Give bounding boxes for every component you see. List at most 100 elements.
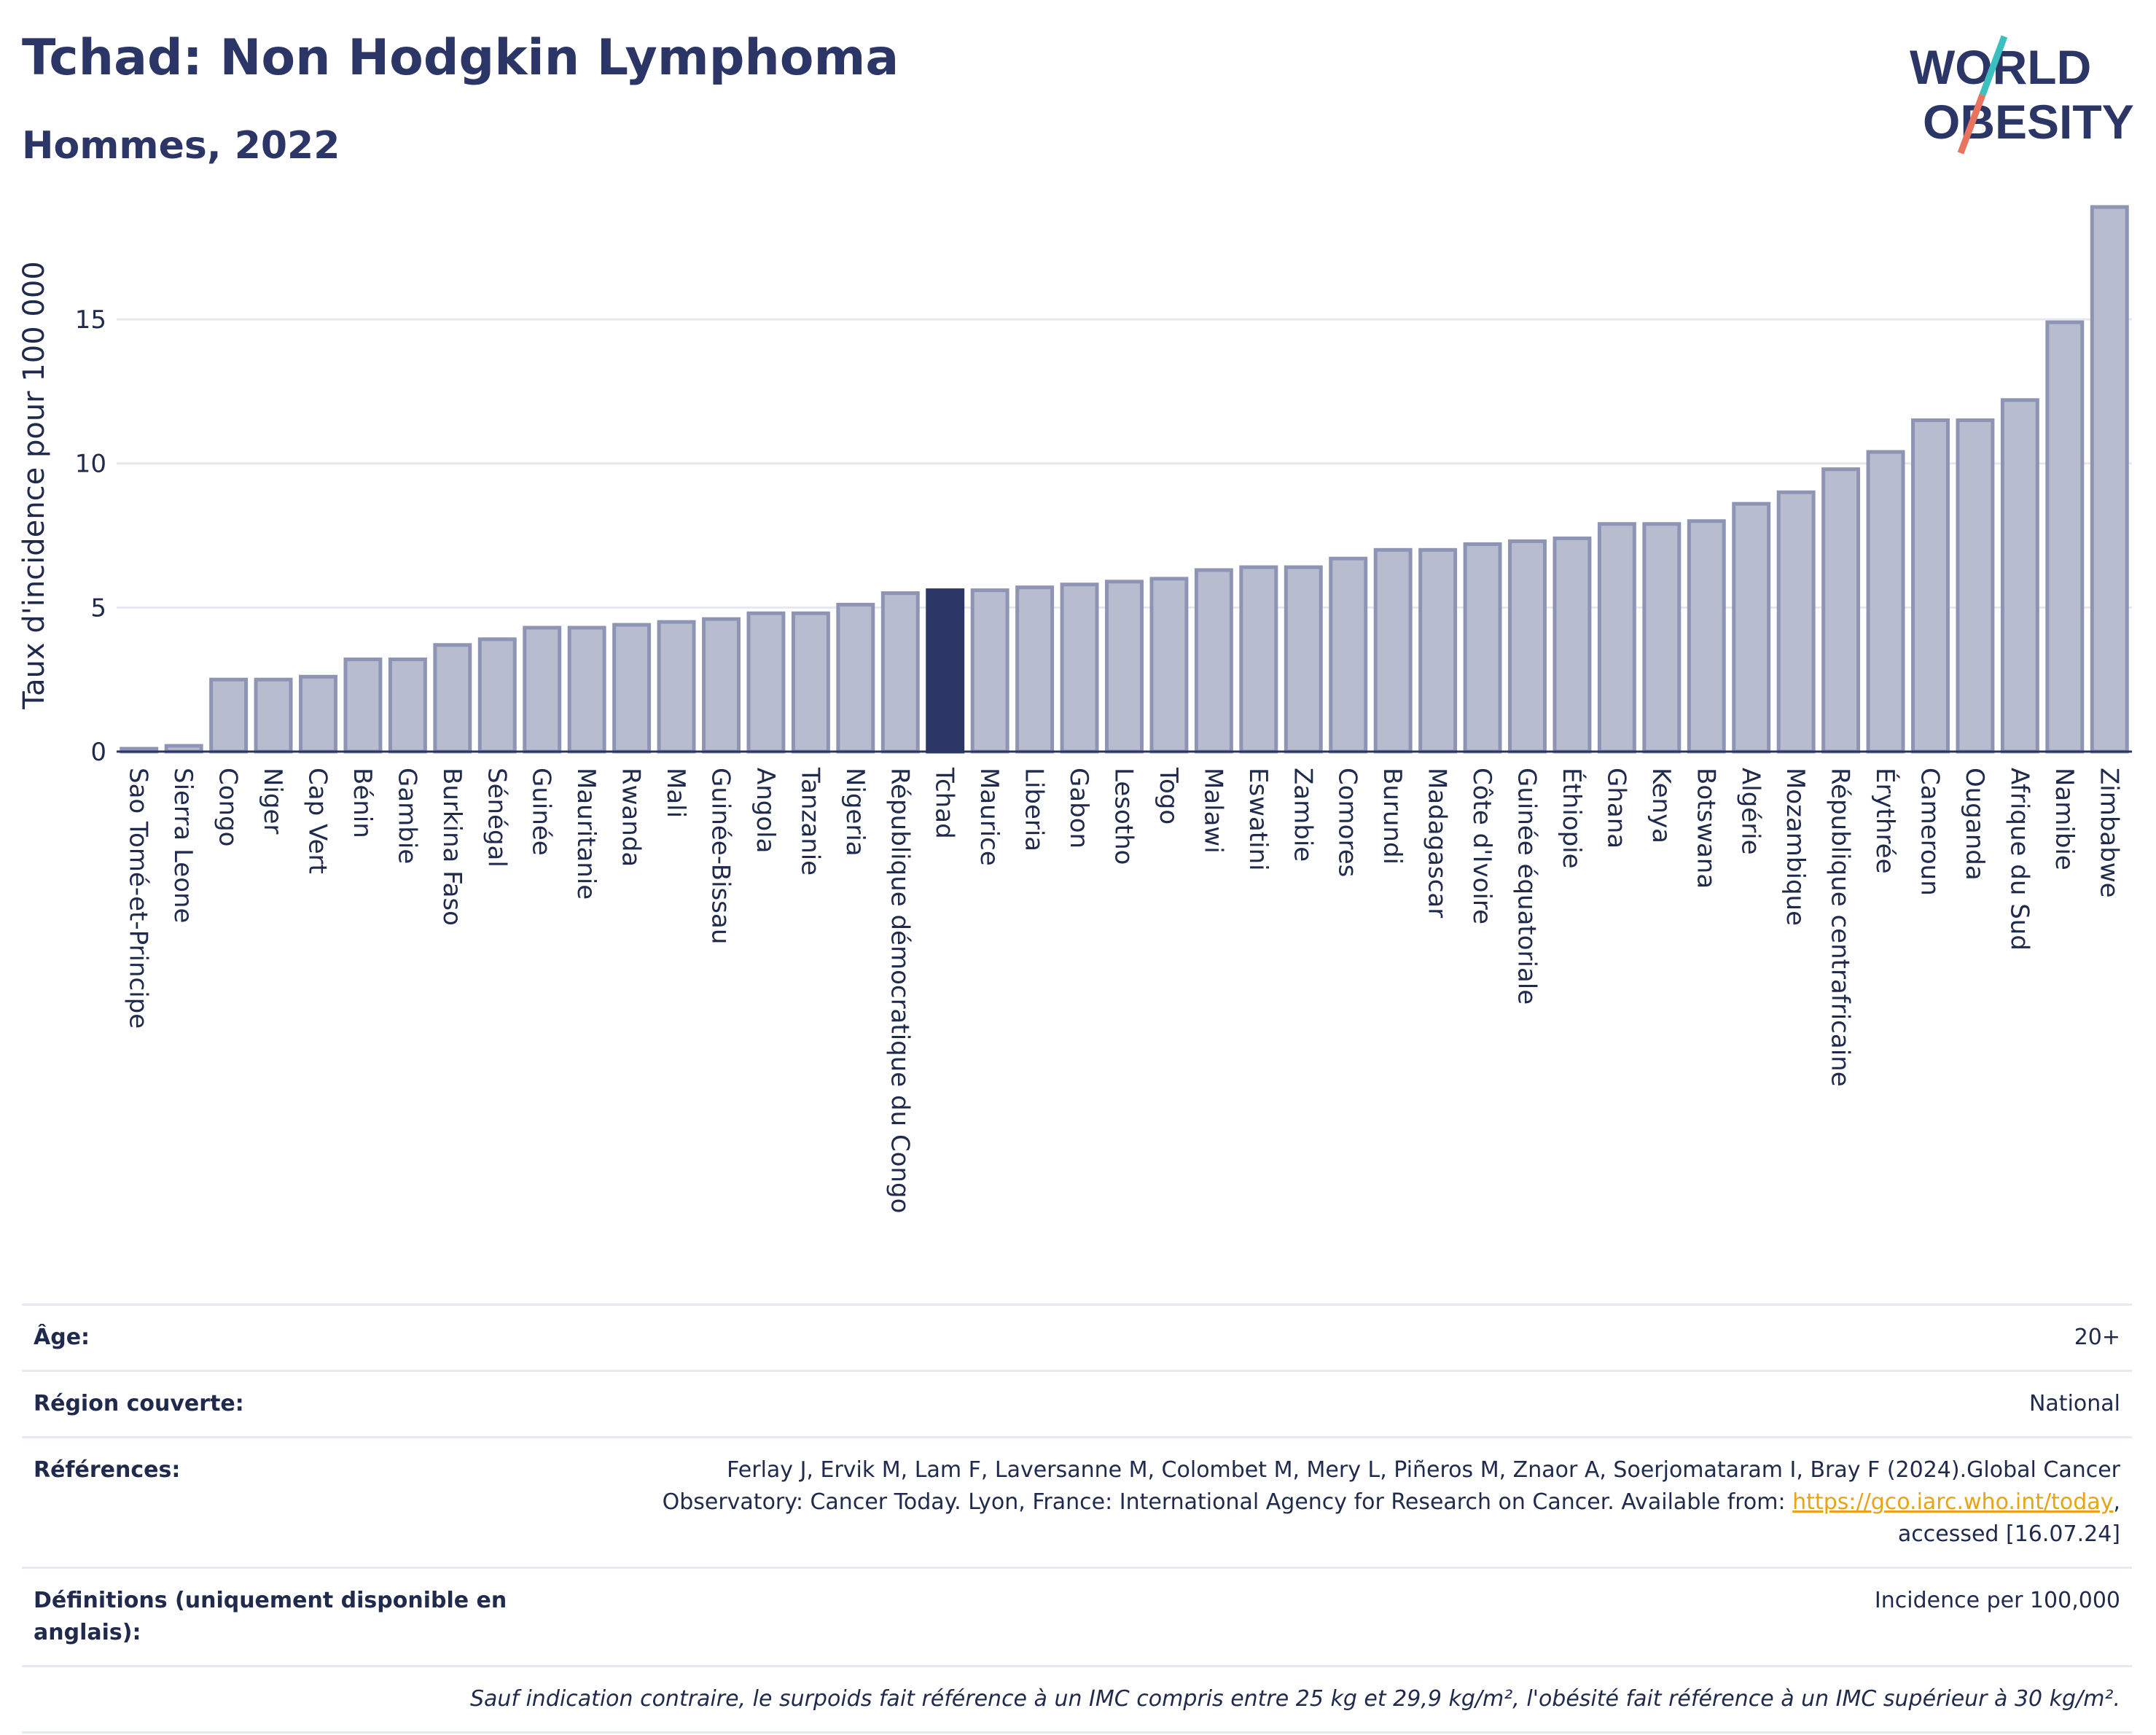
x-tick-label: Sénégal (482, 768, 511, 868)
x-tick-label: Mali (661, 768, 690, 818)
x-tick-label: Ouganda (1960, 768, 1989, 881)
region-label: Région couverte: (34, 1391, 244, 1416)
age-label: Âge: (34, 1325, 90, 1350)
x-tick-label: Maurice (975, 768, 1004, 866)
reference-text-3: accessed [16.07.24] (1897, 1521, 2120, 1547)
y-tick-label: 0 (90, 738, 106, 767)
region-value: National (2028, 1391, 2120, 1416)
x-tick-label: Gambie (392, 768, 421, 864)
info-row-note: Sauf indication contraire, le surpoids f… (22, 1665, 2132, 1734)
bar (2045, 320, 2085, 754)
bar (1821, 467, 1861, 754)
bar (1463, 542, 1502, 754)
bar (523, 625, 562, 754)
x-tick-label: République démocratique du Congo (885, 768, 914, 1213)
x-tick-label: Zambie (1288, 768, 1317, 862)
age-value: 20+ (2074, 1325, 2120, 1350)
x-tick-label: Érythrée (1870, 768, 1900, 874)
bar (1911, 418, 1950, 754)
bar (1508, 539, 1547, 754)
chart-subtitle: Hommes, 2022 (22, 124, 340, 168)
x-tick-label: Togo (1154, 767, 1183, 824)
bar (1149, 577, 1189, 754)
bar (1732, 502, 1771, 754)
bar (1015, 585, 1055, 754)
x-tick-label: Cameroun (1915, 768, 1945, 896)
bar-chart: 0 5 10 15 Taux d'incidence pour 100 000 Sao T… (0, 190, 2156, 1283)
bar (1597, 522, 1636, 754)
bar (1418, 547, 1458, 754)
info-row-age: Âge: 20+ (22, 1303, 2132, 1370)
bar (567, 625, 606, 754)
bar (1239, 565, 1278, 754)
bar (1642, 522, 1682, 754)
world-obesity-logo: WORLD OBESITY (1902, 29, 2143, 160)
bar (1776, 490, 1816, 754)
references-value: Ferlay J, Ervik M, Lam F, Laversanne M, … (529, 1454, 2120, 1551)
bar (926, 588, 965, 754)
info-row-references: Références: Ferlay J, Ervik M, Lam F, La… (22, 1436, 2132, 1567)
bar (2000, 398, 2039, 754)
bar (388, 658, 427, 754)
bar (1552, 537, 1592, 754)
bar (880, 591, 920, 754)
x-tick-label: Éthiopie (1557, 768, 1587, 869)
bar (1105, 580, 1144, 754)
bar (1194, 568, 1233, 754)
x-tick-label: Gabon (1064, 768, 1093, 849)
bar (2090, 205, 2129, 754)
x-tick-label: Côte d'Ivoire (1467, 768, 1496, 924)
x-tick-label: Mauritanie (571, 768, 601, 900)
x-tick-label: Burundi (1378, 768, 1407, 865)
bar (1956, 418, 1995, 754)
bar (209, 677, 249, 754)
bar (746, 611, 786, 754)
reference-text-2: Observatory: Cancer Today. Lyon, France:… (662, 1489, 1786, 1515)
x-tick-label: Niger (258, 768, 287, 834)
bar (343, 658, 383, 754)
x-tick-label: Comores (1333, 768, 1362, 877)
bar (836, 602, 875, 754)
footnote: Sauf indication contraire, le surpoids f… (469, 1686, 2120, 1712)
x-tick-label: Burkina Faso (437, 768, 466, 926)
y-tick-label: 10 (75, 450, 106, 479)
x-tick-label: Afrique du Sud (2004, 768, 2034, 951)
x-tick-label: Eswatini (1243, 768, 1273, 871)
bar (612, 623, 652, 754)
definitions-label: Définitions (uniquement disponible en an… (34, 1588, 507, 1645)
bar (791, 611, 830, 754)
info-row-region: Région couverte: National (22, 1370, 2132, 1436)
x-tick-label: Tchad (930, 767, 959, 839)
chart-title: Tchad: Non Hodgkin Lymphoma (22, 29, 899, 87)
x-tick-label: Kenya (1647, 768, 1676, 843)
x-tick-label: Madagascar (1423, 768, 1452, 918)
bar (1060, 582, 1099, 754)
x-tick-label: Botswana (1691, 768, 1720, 889)
reference-link[interactable]: https://gco.iarc.who.int/today (1792, 1489, 2114, 1515)
bar (1284, 565, 1323, 754)
references-label: Références: (34, 1457, 181, 1483)
bar (1329, 556, 1368, 754)
x-tick-label: Guinée équatoriale (1512, 768, 1542, 1005)
bar (477, 637, 517, 754)
x-tick-label: Sierra Leone (168, 768, 198, 923)
x-tick-label: Sao Tomé-et-Principe (124, 768, 153, 1029)
bar (1866, 450, 1905, 754)
bar (1373, 547, 1413, 754)
info-table: Âge: 20+ Région couverte: National Référ… (22, 1303, 2132, 1734)
y-axis-label: Taux d'incidence pour 100 000 (17, 261, 51, 709)
y-tick-label: 15 (75, 305, 106, 335)
x-tick-label: Congo (214, 768, 243, 846)
x-tick-label: Namibie (2050, 768, 2079, 870)
x-tick-label: Lesotho (1109, 768, 1138, 865)
reference-text-1: Ferlay J, Ervik M, Lam F, Laversanne M, … (727, 1457, 2120, 1483)
bar (254, 677, 293, 754)
bar (433, 643, 472, 754)
x-tick-label: Guinée (527, 768, 556, 856)
x-tick-label: Algérie (1736, 768, 1765, 855)
bar (970, 588, 1009, 754)
x-tick-label: Malawi (1198, 768, 1227, 854)
reference-comma: , (2113, 1489, 2120, 1515)
logo-text-obesity: OBESITY (1923, 95, 2134, 149)
x-tick-label: Bénin (348, 768, 377, 838)
